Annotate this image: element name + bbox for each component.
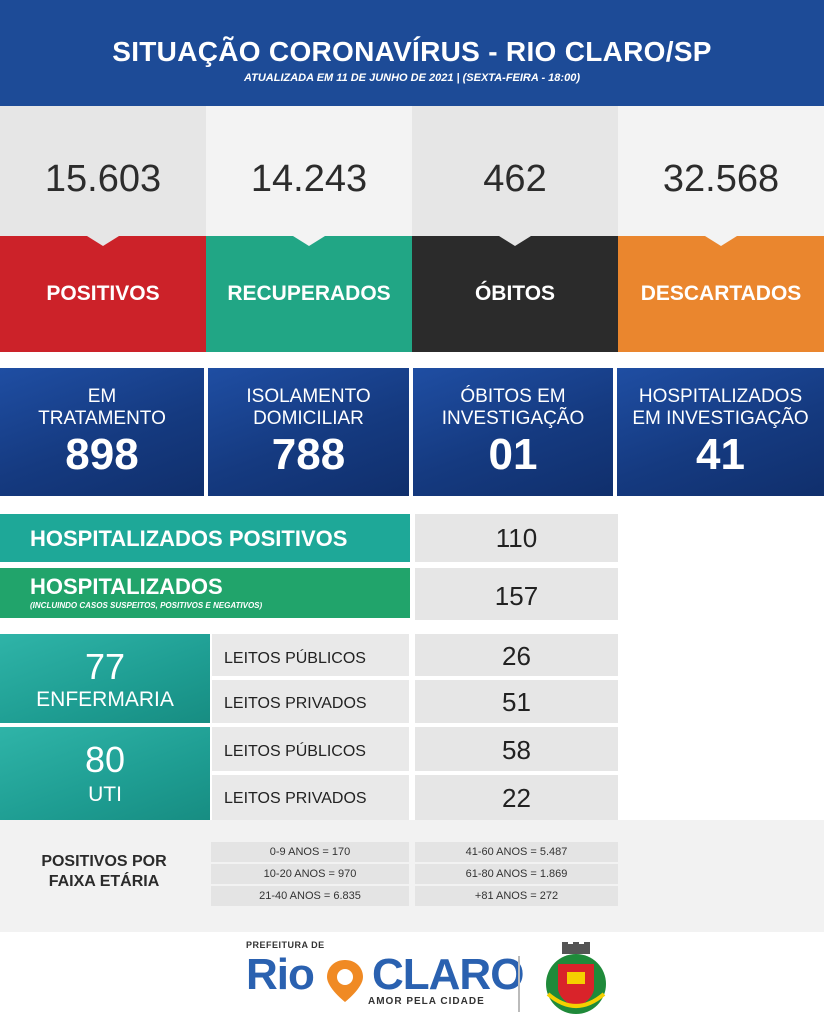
footer-divider xyxy=(518,956,520,1012)
tile-label: INVESTIGAÇÃO xyxy=(441,408,585,429)
descartados-value: 32.568 xyxy=(662,158,780,200)
coat-of-arms-icon xyxy=(546,942,606,1014)
obitos-value: 462 xyxy=(483,158,547,200)
footer-slogan: AMOR PELA CIDADE xyxy=(368,996,485,1007)
enfermaria-label: ENFERMARIA xyxy=(36,688,174,711)
hospitalizados-label: HOSPITALIZADOS xyxy=(30,574,223,599)
age-group-cell: 10-20 ANOS = 970 xyxy=(211,864,409,884)
age-group-cell: 21-40 ANOS = 6.835 xyxy=(211,886,409,906)
uti-value: 80 xyxy=(84,739,126,780)
obitos-label: ÓBITOS xyxy=(474,282,556,305)
notch-arrow xyxy=(705,236,737,246)
tile-label: DOMICILIAR xyxy=(253,408,364,429)
em-tratamento-value: 898 xyxy=(65,430,139,479)
recuperados-label: RECUPERADOS xyxy=(227,282,391,305)
faixa-etaria-title-line: POSITIVOS POR xyxy=(41,853,167,870)
enfermaria-privados-value: 51 xyxy=(415,680,618,723)
positivos-label: POSITIVOS xyxy=(46,282,160,305)
positivos-card: 15.603 xyxy=(0,106,206,236)
notch-arrow xyxy=(87,236,119,246)
uti-publicos-label: LEITOS PÚBLICOS xyxy=(212,727,409,771)
hospitalizados-note: (INCLUINDO CASOS SUSPEITOS, POSITIVOS E … xyxy=(30,601,263,610)
notch-arrow xyxy=(293,236,325,246)
map-pin-icon xyxy=(327,960,363,1002)
obitos-card: 462 xyxy=(412,106,618,236)
faixa-etaria-title-line: FAIXA ETÁRIA xyxy=(48,873,160,890)
descartados-label: DESCARTADOS xyxy=(640,282,802,305)
age-group-cell: 0-9 ANOS = 170 xyxy=(211,842,409,862)
descartados-card: 32.568 xyxy=(618,106,824,236)
enfermaria-publicos-label: LEITOS PÚBLICOS xyxy=(212,634,409,676)
footer-logo-rio: Rio xyxy=(246,950,315,999)
hospitalizados-bar: HOSPITALIZADOS (INCLUINDO CASOS SUSPEITO… xyxy=(0,568,410,618)
age-group-cell: +81 ANOS = 272 xyxy=(415,886,618,906)
hospitalizados-investigacao-value: 41 xyxy=(696,430,745,479)
enfermaria-block: 77 ENFERMARIA xyxy=(0,634,210,723)
tile-label: EM xyxy=(87,386,117,407)
recuperados-band: RECUPERADOS xyxy=(206,236,412,352)
page-title: SITUAÇÃO CORONAVÍRUS - RIO CLARO/SP xyxy=(112,36,712,67)
positivos-value: 15.603 xyxy=(44,158,162,200)
positivos-band: POSITIVOS xyxy=(0,236,206,352)
faixa-etaria-title: POSITIVOS POR FAIXA ETÁRIA xyxy=(14,852,194,892)
footer-prefeitura: PREFEITURA DE xyxy=(246,940,325,950)
enfermaria-publicos-value: 26 xyxy=(415,634,618,676)
footer-logo-claro: CLARO xyxy=(372,950,524,999)
em-tratamento-tile: EM TRATAMENTO 898 xyxy=(0,368,204,496)
hospitalizados-positivos-bar: HOSPITALIZADOS POSITIVOS xyxy=(0,514,410,562)
obitos-investigacao-tile: ÓBITOS EM INVESTIGAÇÃO 01 xyxy=(413,368,613,496)
uti-publicos-value: 58 xyxy=(415,727,618,771)
tile-label: EM INVESTIGAÇÃO xyxy=(632,408,809,429)
tile-label: ÓBITOS EM xyxy=(460,386,566,407)
age-group-cell: 61-80 ANOS = 1.869 xyxy=(415,864,618,884)
hospitalizados-positivos-value: 110 xyxy=(415,514,618,562)
uti-block: 80 UTI xyxy=(0,727,210,820)
obitos-investigacao-value: 01 xyxy=(488,430,538,479)
hospitalizados-investigacao-tile: HOSPITALIZADOS EM INVESTIGAÇÃO 41 xyxy=(617,368,824,496)
faixa-etaria-section xyxy=(0,820,824,932)
tile-label: ISOLAMENTO xyxy=(246,386,371,407)
header-banner xyxy=(0,0,824,106)
tile-label: HOSPITALIZADOS xyxy=(638,386,803,407)
update-subtitle: ATUALIZADA EM 11 DE JUNHO DE 2021 | (SEX… xyxy=(244,72,580,84)
obitos-band: ÓBITOS xyxy=(412,236,618,352)
notch-arrow xyxy=(499,236,531,246)
uti-label: UTI xyxy=(88,783,122,806)
isolamento-domiciliar-tile: ISOLAMENTO DOMICILIAR 788 xyxy=(208,368,409,496)
isolamento-domiciliar-value: 788 xyxy=(271,430,346,479)
enfermaria-value: 77 xyxy=(84,646,126,687)
enfermaria-privados-label: LEITOS PRIVADOS xyxy=(212,680,409,723)
descartados-band: DESCARTADOS xyxy=(618,236,824,352)
uti-privados-label: LEITOS PRIVADOS xyxy=(212,775,409,820)
tile-label: TRATAMENTO xyxy=(38,408,166,429)
hospitalizados-value: 157 xyxy=(415,568,618,620)
uti-privados-value: 22 xyxy=(415,775,618,820)
recuperados-value: 14.243 xyxy=(250,158,368,200)
hospitalizados-positivos-label: HOSPITALIZADOS POSITIVOS xyxy=(30,526,348,551)
recuperados-card: 14.243 xyxy=(206,106,412,236)
age-group-cell: 41-60 ANOS = 5.487 xyxy=(415,842,618,862)
